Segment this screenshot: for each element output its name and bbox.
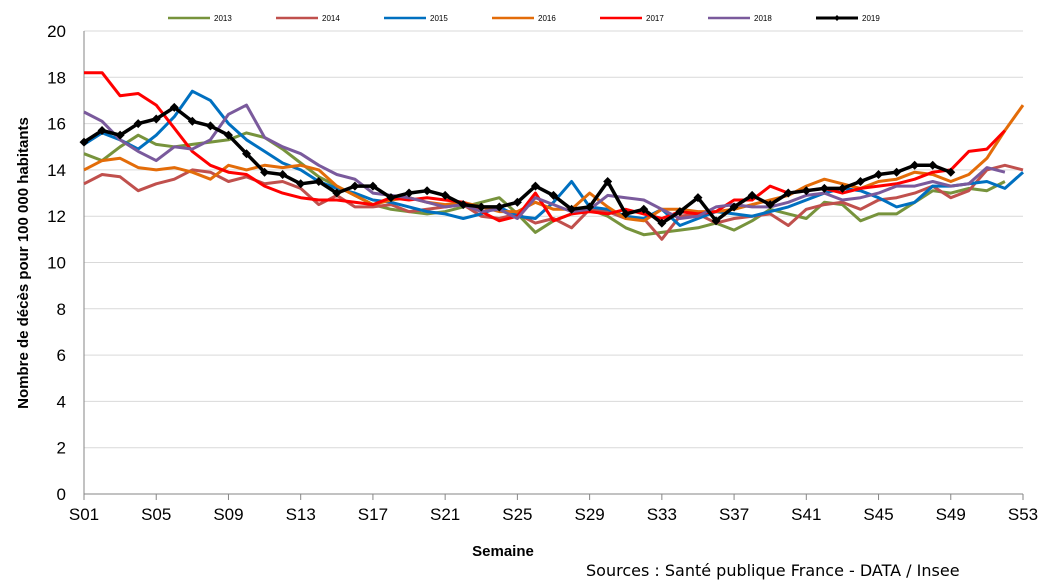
- x-tick-label: S21: [430, 505, 460, 524]
- data-point-2019: [79, 137, 89, 147]
- data-point-2019: [422, 186, 432, 196]
- y-tick-label: 14: [47, 161, 66, 180]
- data-point-2019: [242, 149, 252, 159]
- x-tick-label: S49: [936, 505, 966, 524]
- data-point-2019: [350, 181, 360, 191]
- x-tick-label: S53: [1008, 505, 1038, 524]
- data-point-2019: [928, 160, 938, 170]
- series-line-2017: [84, 71, 1006, 223]
- series-line-2015: [83, 89, 1025, 227]
- data-point-2019: [657, 218, 667, 228]
- legend-label-2015: 2015: [430, 14, 448, 23]
- data-point-2019: [729, 202, 739, 212]
- y-axis-title: Nombre de décès pour 100 000 habitants: [15, 117, 32, 409]
- data-point-2019: [819, 183, 829, 193]
- y-tick-label: 16: [47, 115, 66, 134]
- data-point-2019: [837, 183, 847, 193]
- data-point-2019: [512, 197, 522, 207]
- source-note: Sources : Santé publique France - DATA /…: [586, 561, 960, 580]
- data-point-2019: [115, 130, 125, 140]
- series-line-2013: [83, 131, 1006, 237]
- x-tick-label: S37: [719, 505, 749, 524]
- y-tick-label: 20: [47, 22, 66, 41]
- data-point-2019: [332, 188, 342, 198]
- data-point-2019: [603, 176, 613, 186]
- legend-label-2014: 2014: [322, 14, 340, 23]
- x-tick-label: S13: [286, 505, 316, 524]
- x-tick-label: S29: [574, 505, 604, 524]
- data-point-2019: [530, 181, 540, 191]
- data-point-2019: [494, 202, 504, 212]
- series-line-2016: [83, 104, 1025, 223]
- data-point-2019: [675, 207, 685, 217]
- y-tick-label: 18: [47, 68, 66, 87]
- data-point-2019: [621, 209, 631, 219]
- legend: 2013 2014 2015 2016 2017 2018 2019: [168, 14, 880, 23]
- axes: 0 2 4 6 8 10 12 14 16 18 20 S01 S05 S09 S13 S17 S21 S25 S2…: [47, 22, 1038, 524]
- data-point-2019: [801, 186, 811, 196]
- data-point-2019: [368, 181, 378, 191]
- data-point-2019: [639, 204, 649, 214]
- x-tick-label: S05: [141, 505, 171, 524]
- data-point-2019: [874, 170, 884, 180]
- data-point-2019: [946, 167, 956, 177]
- legend-label-2017: 2017: [646, 14, 664, 23]
- data-point-2019: [549, 190, 558, 200]
- data-point-2019: [151, 114, 161, 124]
- y-tick-label: 2: [57, 439, 66, 458]
- series-lines: [79, 71, 1025, 241]
- data-point-2019: [711, 216, 721, 226]
- data-point-2019: [187, 116, 197, 126]
- data-point-2019: [693, 193, 703, 203]
- y-tick-label: 12: [47, 207, 66, 226]
- data-point-2019: [223, 130, 233, 140]
- x-tick-label: S17: [358, 505, 388, 524]
- x-tick-label: S25: [502, 505, 532, 524]
- data-point-2019: [783, 188, 793, 198]
- data-point-2019: [314, 176, 324, 186]
- data-point-2019: [476, 202, 486, 212]
- data-point-2019: [567, 204, 577, 214]
- data-point-2019: [296, 179, 306, 189]
- data-point-2019: [133, 119, 143, 129]
- data-point-2019: [169, 102, 179, 112]
- data-point-2019: [205, 121, 215, 131]
- data-point-2019: [278, 170, 288, 180]
- legend-label-2016: 2016: [538, 14, 556, 23]
- y-tick-label: 0: [57, 485, 66, 504]
- x-tick-label: S33: [647, 505, 677, 524]
- data-point-2019: [892, 167, 902, 177]
- data-point-2019: [440, 190, 450, 200]
- y-tick-label: 8: [57, 300, 66, 319]
- data-point-2019: [747, 190, 757, 200]
- x-axis-title: Semaine: [472, 543, 534, 560]
- data-point-2019: [585, 202, 595, 212]
- legend-label-2018: 2018: [754, 14, 772, 23]
- data-point-2019: [855, 176, 865, 186]
- data-point-2019: [260, 167, 270, 177]
- x-tick-label: S01: [69, 505, 99, 524]
- y-tick-label: 10: [47, 254, 66, 273]
- series-line-2018: [83, 103, 1006, 220]
- data-point-2019: [765, 200, 775, 210]
- data-point-2019: [404, 188, 414, 198]
- y-tick-label: 6: [57, 346, 66, 365]
- gridlines: [84, 30, 1023, 495]
- x-tick-label: S41: [791, 505, 821, 524]
- x-tick-label: S45: [863, 505, 893, 524]
- legend-label-2019: 2019: [862, 14, 880, 23]
- legend-marker-2019: [834, 15, 840, 21]
- x-tick-label: S09: [213, 505, 243, 524]
- y-tick-label: 4: [57, 392, 66, 411]
- data-point-2019: [458, 200, 468, 210]
- data-point-2019: [910, 160, 920, 170]
- data-point-2019: [386, 193, 396, 203]
- data-point-2019: [97, 126, 107, 136]
- legend-label-2013: 2013: [214, 14, 232, 23]
